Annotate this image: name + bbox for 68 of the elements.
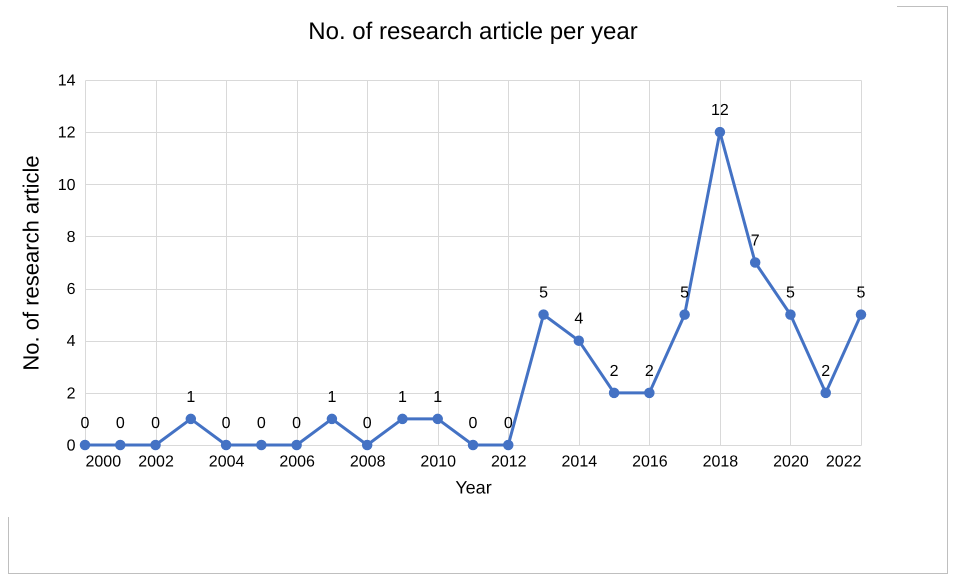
y-tick-label: 14 [58,72,76,90]
point [538,309,549,320]
y-axis-title: No. of research article [18,155,44,371]
data-label: 12 [711,102,729,120]
x-tick-label: 2008 [350,454,386,470]
point [397,414,408,424]
point [714,126,726,138]
point [220,440,232,450]
point [785,309,796,320]
y-tick-label: 10 [58,176,76,194]
data-label: 1 [327,388,336,406]
y-tick-label: 8 [66,228,76,246]
point [80,440,90,450]
point [468,440,478,450]
x-tick-label: 2016 [632,454,668,470]
point [115,440,126,450]
data-label: 1 [433,388,442,406]
x-tick-label: 2014 [562,454,598,470]
data-label: 2 [821,362,830,380]
data-label: 1 [398,388,407,406]
point [256,440,267,450]
x-tick-label: 2004 [208,454,244,470]
data-label: 0 [504,415,513,432]
data-label: 0 [362,415,372,432]
data-label: 0 [468,415,478,432]
data-label: 0 [292,415,302,432]
x-tick-label: 2012 [490,454,527,470]
data-label: 0 [80,415,90,432]
point [503,440,514,450]
data-label: 0 [222,415,231,432]
x-tick-label: 2000 [86,454,122,470]
data-label: 4 [574,310,584,328]
y-tick-label: 12 [58,124,76,142]
y-tick-label: 2 [66,385,76,402]
point [644,388,655,398]
data-label: 2 [610,362,619,380]
point [186,414,196,424]
point [574,335,584,346]
point [856,309,866,320]
x-tick-label: 2022 [826,454,862,470]
x-tick-label: 2020 [773,454,809,470]
x-axis-title: Year [455,478,492,498]
x-tick-label: 2002 [138,454,174,470]
data-label: 1 [186,388,196,406]
point [750,257,760,268]
data-label: 7 [750,232,760,250]
y-tick-label: 0 [66,438,76,454]
point [326,414,338,424]
data-label: 5 [786,284,795,302]
x-tick-label: 2010 [420,454,456,470]
x-tick-label: 2018 [702,454,738,470]
x-tick-label: 2006 [279,454,316,470]
chart-title: No. of research article per year [308,18,638,45]
point [432,414,443,424]
data-label: 5 [539,284,548,302]
point [291,440,302,450]
data-label: 2 [644,362,654,380]
point [820,388,831,398]
y-tick-label: 6 [66,281,76,298]
data-label: 5 [856,284,866,302]
data-label: 0 [256,415,266,432]
point [608,388,620,398]
point [150,440,161,450]
data-label: 0 [151,415,160,432]
data-label: 0 [116,415,125,432]
point [362,440,372,450]
y-tick-label: 4 [66,333,76,350]
point [679,309,690,320]
